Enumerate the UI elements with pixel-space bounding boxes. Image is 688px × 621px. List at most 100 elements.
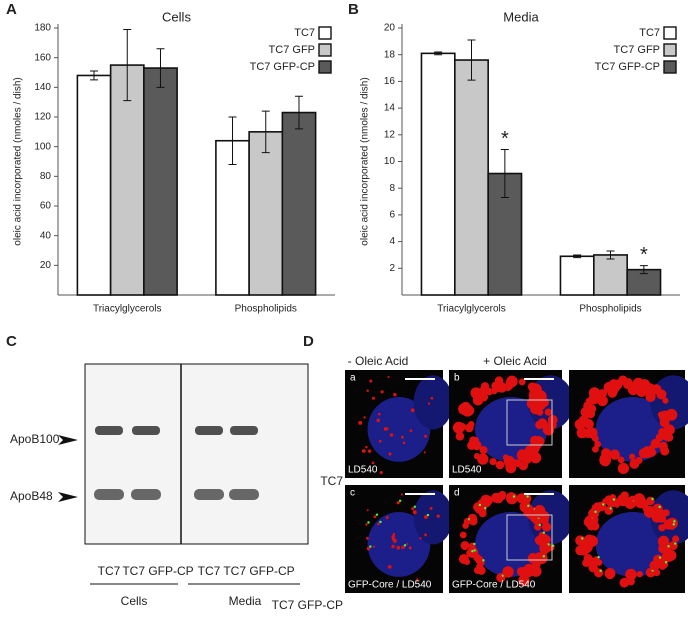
lipid-droplet: [490, 387, 498, 395]
band: [95, 426, 123, 435]
nucleus: [413, 490, 453, 545]
lipid-droplet: [619, 577, 630, 588]
legend-label: TC7 GFP: [614, 44, 660, 56]
band-arrow: [58, 492, 78, 502]
lipid-droplet: [659, 441, 668, 451]
lipid-droplet: [430, 396, 434, 400]
lipid-droplet: [391, 544, 395, 549]
lipid-droplet: [406, 542, 409, 546]
lipid-droplet: [455, 431, 465, 441]
lipid-droplet: [590, 558, 599, 567]
lipid-droplet: [458, 554, 469, 565]
lipid-droplet: [505, 462, 517, 474]
lipid-droplet: [470, 387, 482, 399]
lipid-droplet: [412, 510, 417, 515]
band-label: ApoB100: [10, 432, 60, 446]
lane-label: TC7: [98, 564, 121, 578]
y-tick-label: 10: [384, 156, 396, 167]
lipid-droplet: [460, 540, 470, 551]
error-bar: [156, 48, 165, 88]
y-tick-label: 8: [389, 183, 395, 194]
lipid-droplet: [365, 536, 369, 540]
row-label: TC7: [320, 474, 343, 488]
lipid-droplet: [588, 393, 599, 405]
lipid-droplet: [386, 427, 389, 430]
y-tick-label: 6: [389, 210, 395, 221]
image-caption: GFP-Core / LD540: [348, 580, 432, 591]
lipid-droplet: [594, 568, 604, 578]
lipid-droplet: [633, 493, 645, 505]
gfp-dot: [398, 499, 402, 502]
row-label: TC7 GFP-CP: [272, 598, 343, 612]
lipid-droplet: [649, 444, 656, 451]
lipid-droplet: [383, 427, 388, 431]
bar: [248, 131, 284, 296]
y-tick-label: 160: [34, 52, 51, 63]
lipid-droplet: [603, 381, 616, 394]
bar: [420, 52, 456, 296]
bar: [559, 255, 595, 296]
lipid-droplet: [636, 570, 643, 578]
lipid-droplet: [596, 501, 607, 512]
lipid-droplet: [524, 567, 532, 575]
lipid-droplet: [369, 379, 373, 383]
lipid-droplet: [529, 452, 542, 464]
lipid-droplet: [539, 543, 550, 554]
gfp-dot: [375, 513, 379, 516]
lipid-droplet: [536, 408, 544, 416]
lipid-droplet: [659, 410, 672, 423]
image-letter: a: [350, 373, 356, 384]
gfp-dot: [473, 542, 476, 546]
group-label: Media: [229, 594, 262, 608]
lane-label: TC7 GFP-CP: [223, 564, 294, 578]
lipid-droplet: [649, 560, 660, 571]
lipid-droplet: [539, 510, 550, 522]
legend-label: TC7: [294, 27, 315, 39]
legend-swatch: [318, 60, 332, 74]
gfp-dot: [552, 544, 555, 547]
gfp-dot: [664, 561, 668, 564]
lipid-droplet: [379, 471, 383, 475]
lipid-droplet: [620, 491, 629, 500]
gfp-dot: [612, 498, 616, 501]
lipid-droplet: [427, 402, 431, 405]
lipid-droplet: [396, 501, 400, 505]
lipid-droplet: [618, 375, 628, 385]
lipid-droplet: [424, 533, 427, 537]
lipid-droplet: [527, 382, 537, 391]
lipid-droplet: [541, 522, 552, 532]
panel-letter: C: [6, 333, 17, 350]
lipid-droplet: [528, 389, 540, 402]
lipid-droplet: [534, 507, 542, 515]
significance-mark: *: [501, 128, 509, 150]
lipid-droplet: [613, 501, 620, 508]
lipid-droplet: [366, 509, 369, 512]
bar: [281, 111, 317, 296]
y-tick-label: 100: [34, 141, 51, 152]
lipid-droplet: [389, 433, 394, 437]
y-tick-label: 120: [34, 112, 51, 123]
gfp-dot: [674, 542, 677, 545]
lipid-droplet: [361, 449, 366, 453]
lipid-droplet: [419, 537, 422, 540]
lipid-droplet: [530, 565, 542, 577]
gfp-dot: [369, 545, 372, 548]
gfp-dot: [542, 555, 546, 558]
y-tick-label: 180: [34, 23, 51, 34]
lipid-droplet: [617, 462, 630, 475]
lipid-droplet: [652, 510, 664, 521]
lipid-droplet: [373, 515, 377, 519]
y-tick-label: 140: [34, 82, 51, 93]
lipid-droplet: [661, 551, 673, 563]
chart-title: Media: [503, 9, 539, 24]
lipid-droplet: [365, 523, 368, 526]
gfp-dot: [667, 545, 670, 548]
lipid-droplet: [489, 457, 497, 466]
blot-background: [84, 363, 309, 545]
lipid-droplet: [594, 440, 602, 448]
lipid-droplet: [518, 378, 526, 386]
error-bar: [261, 110, 270, 154]
lipid-droplet: [429, 506, 433, 510]
lipid-droplet: [469, 517, 478, 526]
